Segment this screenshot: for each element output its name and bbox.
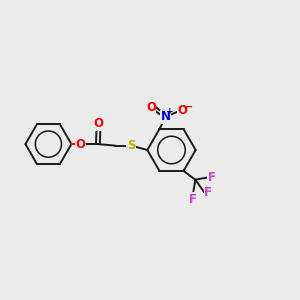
- Text: O: O: [76, 138, 86, 151]
- Text: F: F: [208, 171, 216, 184]
- Text: S: S: [127, 139, 135, 152]
- Text: −: −: [184, 102, 193, 112]
- Text: F: F: [188, 193, 196, 206]
- Text: F: F: [204, 186, 212, 199]
- Text: O: O: [177, 104, 188, 117]
- Text: O: O: [94, 117, 103, 130]
- Text: N: N: [161, 110, 171, 123]
- Text: +: +: [166, 107, 174, 116]
- Text: O: O: [146, 101, 156, 114]
